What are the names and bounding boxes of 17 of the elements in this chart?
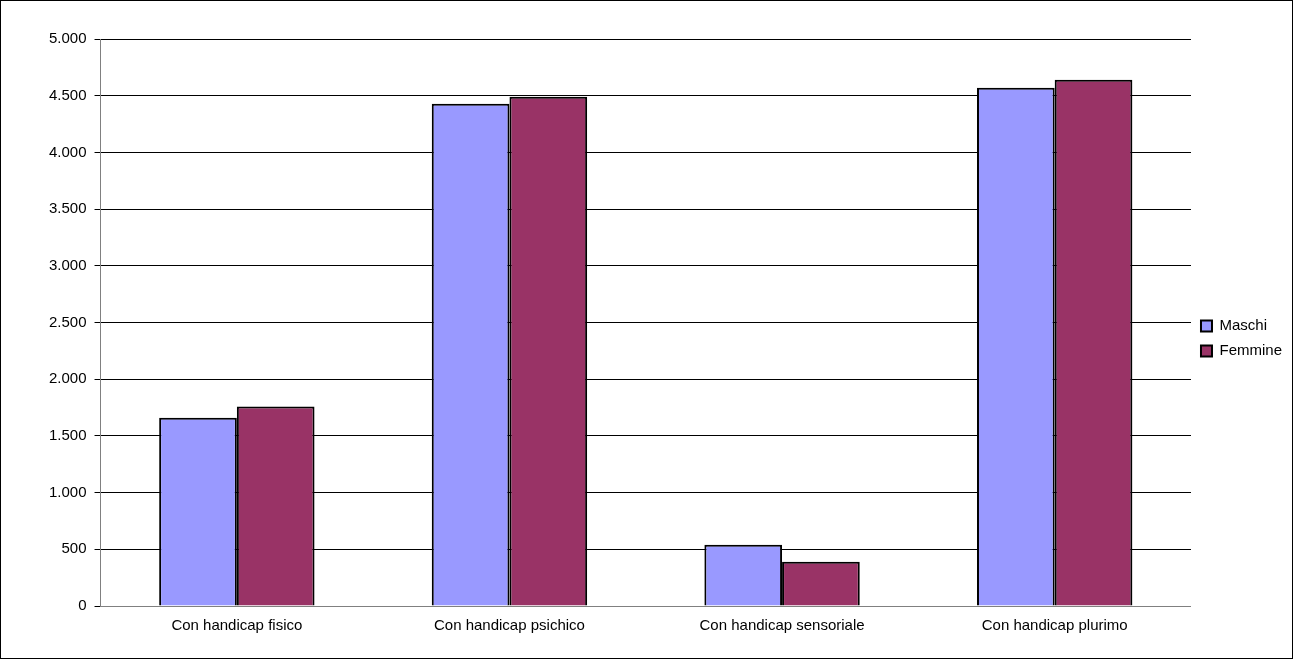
y-tick-label: 1.500 [48, 426, 87, 444]
y-tick-label: 4.500 [48, 85, 87, 103]
legend-label: Maschi [1219, 316, 1267, 334]
y-tick-label: 3.500 [48, 199, 87, 217]
y-tick-label: 3.000 [48, 255, 87, 273]
x-tick-label: Con handicap sensoriale [699, 616, 865, 634]
x-tick-label: Con handicap fisico [171, 616, 303, 634]
x-tick-label: Con handicap psichico [433, 616, 585, 634]
x-tick-label: Con handicap plurimo [981, 616, 1128, 634]
legend-label: Femmine [1219, 341, 1282, 359]
y-tick-label: 0 [78, 596, 87, 614]
y-tick-label: 4.000 [48, 142, 87, 160]
y-tick-label: 1.000 [48, 482, 87, 500]
y-tick-label: 2.500 [48, 312, 87, 330]
y-tick-label: 2.000 [48, 369, 87, 387]
y-tick-label: 500 [61, 539, 87, 557]
y-tick-label: 5.000 [48, 29, 87, 47]
